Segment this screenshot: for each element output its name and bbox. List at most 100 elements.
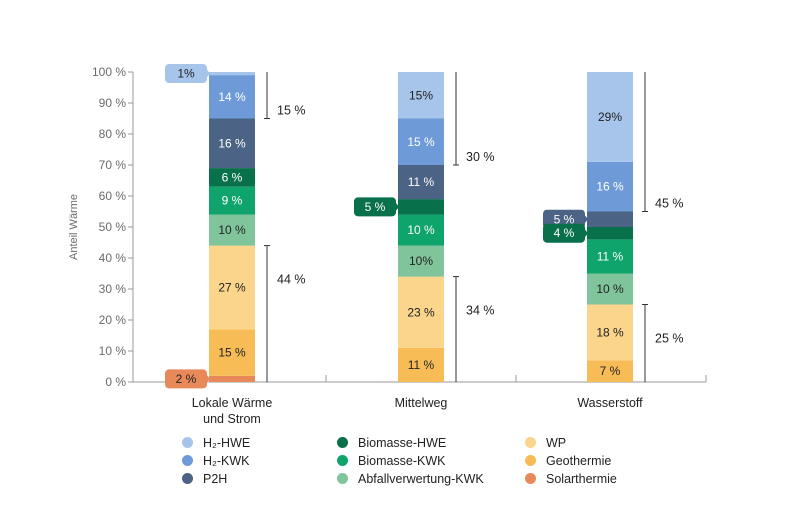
legend-swatch: [337, 455, 348, 466]
callout-tag: [354, 197, 396, 217]
bar-segment: [398, 118, 444, 165]
data-label: 11 %: [408, 175, 435, 189]
legend-swatch: [337, 473, 348, 484]
legend-item: H₂-HWE: [182, 436, 250, 450]
callout-label: 5 %: [365, 200, 386, 214]
data-label: 23 %: [407, 305, 435, 319]
callout-tag: [543, 223, 585, 243]
legend-label: Solarthermie: [546, 472, 617, 486]
data-label: 10 %: [218, 223, 246, 237]
y-tick-label: 30 %: [99, 282, 127, 296]
bar-segment: [209, 245, 255, 330]
callout-label: 2 %: [176, 372, 197, 386]
legend-swatch: [182, 455, 193, 466]
legend-item: Geothermie: [525, 454, 611, 468]
callout-pointer: [584, 228, 588, 239]
bracket-label: 45 %: [655, 197, 684, 211]
bar-segment: [398, 199, 444, 215]
y-axis-title: Anteil Wärme: [68, 194, 80, 260]
y-tick-label: 90 %: [99, 96, 127, 110]
bar-segment: [398, 276, 444, 348]
bar-segment: [587, 304, 633, 361]
bracket-label: 15 %: [277, 104, 306, 118]
legend-swatch: [525, 455, 536, 466]
y-tick-label: 60 %: [99, 189, 127, 203]
legend-item: H₂-KWK: [182, 454, 250, 468]
data-label: 11 %: [597, 249, 624, 263]
callout-pointer: [584, 214, 588, 225]
y-tick-label: 80 %: [99, 127, 127, 141]
bar-segment: [587, 273, 633, 305]
bar-segment: [587, 211, 633, 227]
y-tick-label: 10 %: [99, 344, 127, 358]
bar-segment: [209, 118, 255, 169]
callout-tag: [165, 64, 207, 84]
bar-segment: [209, 186, 255, 215]
data-label: 15 %: [407, 135, 435, 149]
data-label: 10%: [409, 254, 433, 268]
legend-label: H₂-HWE: [203, 436, 251, 450]
bar-segment: [587, 239, 633, 274]
y-tick-label: 20 %: [99, 313, 127, 327]
bars: 15 % 27 % 10 % 9 % 6 % 16 % 14 % 11 % 23 % 10% 10 …: [209, 72, 633, 382]
data-label: 11 %: [408, 358, 435, 372]
bar-segment: [587, 227, 633, 240]
legend-label: Biomasse-KWK: [358, 454, 446, 468]
bar-segment: [587, 360, 633, 382]
bar-segment: [398, 245, 444, 277]
data-label: 16 %: [218, 136, 246, 150]
callout-pointer: [395, 201, 399, 212]
bracket-label: 25 %: [655, 332, 684, 346]
legend-swatch: [525, 473, 536, 484]
y-tick-label: 70 %: [99, 158, 127, 172]
legend-item: WP: [525, 436, 566, 450]
data-label: 18 %: [596, 325, 624, 339]
legend-swatch: [182, 473, 193, 484]
bar-segment: [398, 165, 444, 200]
bracket-label: 44 %: [277, 273, 306, 287]
y-tick-label: 0 %: [105, 375, 126, 389]
callout-label: 1%: [177, 67, 195, 81]
bar-segment: [587, 161, 633, 212]
bracket-label: 30 %: [466, 150, 495, 164]
bar-segment: [587, 72, 633, 162]
data-label: 16 %: [596, 180, 624, 194]
callout-pointer: [206, 68, 210, 79]
data-label: 14 %: [218, 90, 246, 104]
bar-segment: [209, 375, 255, 382]
bar-segment: [209, 75, 255, 119]
legend-item: Solarthermie: [525, 472, 617, 486]
legend-swatch: [525, 437, 536, 448]
callout-tag: [165, 369, 207, 389]
x-category-label: Wasserstoff: [577, 396, 643, 410]
legend-item: Abfallverwertung-KWK: [337, 472, 484, 486]
legend-item: Biomasse-KWK: [337, 454, 446, 468]
data-label: 7 %: [600, 364, 621, 378]
axes: 0 % 10 % 20 % 30 % 40 % 50 % 60 % 70 % 80 % 90 % 1…: [68, 65, 707, 426]
y-tick-label: 50 %: [99, 220, 127, 234]
bar-segment: [209, 329, 255, 376]
bar-segment: [209, 168, 255, 187]
data-label: 27 %: [218, 280, 246, 294]
legend-label: Abfallverwertung-KWK: [358, 472, 484, 486]
data-label: 10 %: [596, 282, 624, 296]
bar-segment: [398, 347, 444, 382]
x-category-label: Mittelweg: [395, 396, 448, 410]
legend-label: Geothermie: [546, 454, 612, 468]
legend-swatch: [337, 437, 348, 448]
callouts: 1%2 %5 %5 %4 %: [165, 64, 588, 389]
data-label: 6 %: [222, 170, 243, 184]
y-tick-label: 100 %: [92, 65, 126, 79]
legend-label: WP: [546, 436, 567, 450]
data-label: 15%: [409, 88, 433, 102]
legend-item: Biomasse-HWE: [337, 436, 446, 450]
legend-swatch: [182, 437, 193, 448]
x-category-label: Lokale Wärme und Strom: [192, 396, 273, 426]
legend-label: H₂-KWK: [203, 454, 250, 468]
callout-pointer: [206, 373, 210, 384]
callout-label: 5 %: [554, 212, 575, 226]
data-label: 9 %: [222, 194, 243, 208]
bar-segment: [398, 72, 444, 119]
brackets: 15 % 44 % 30 % 34 % 45 % 25 %: [264, 72, 684, 382]
